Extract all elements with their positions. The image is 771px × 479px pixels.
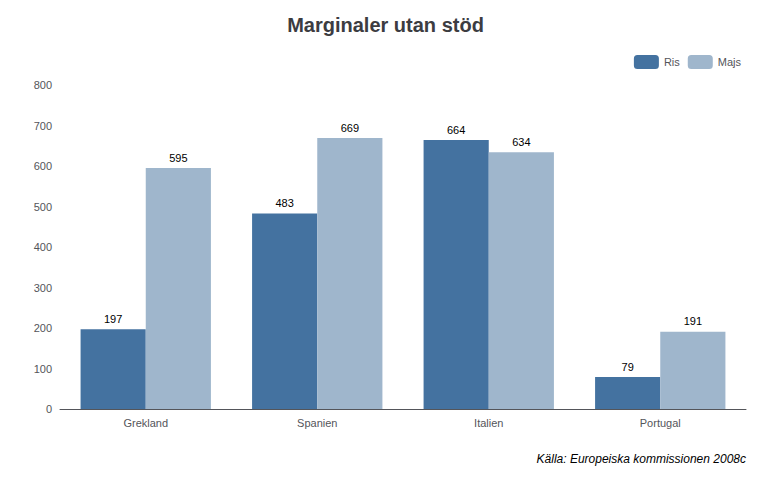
svg-text:664: 664 xyxy=(447,124,465,136)
svg-text:Källa: Europeiska kommissionen: Källa: Europeiska kommissionen 2008c xyxy=(537,452,746,466)
svg-text:Spanien: Spanien xyxy=(297,417,337,429)
svg-text:Italien: Italien xyxy=(474,417,503,429)
svg-text:0: 0 xyxy=(46,403,52,415)
svg-text:800: 800 xyxy=(34,79,52,91)
svg-text:200: 200 xyxy=(34,322,52,334)
svg-text:634: 634 xyxy=(512,136,530,148)
svg-text:100: 100 xyxy=(34,363,52,375)
svg-text:483: 483 xyxy=(275,197,293,209)
svg-text:500: 500 xyxy=(34,201,52,213)
svg-text:Portugal: Portugal xyxy=(640,417,681,429)
svg-text:197: 197 xyxy=(104,313,122,325)
svg-text:Marginaler utan stöd: Marginaler utan stöd xyxy=(287,14,484,36)
svg-text:79: 79 xyxy=(622,361,634,373)
svg-text:600: 600 xyxy=(34,160,52,172)
svg-text:700: 700 xyxy=(34,120,52,132)
svg-text:669: 669 xyxy=(341,122,359,134)
svg-text:Grekland: Grekland xyxy=(123,417,168,429)
svg-text:Majs: Majs xyxy=(718,56,742,68)
svg-text:300: 300 xyxy=(34,282,52,294)
svg-text:400: 400 xyxy=(34,241,52,253)
svg-text:595: 595 xyxy=(169,152,187,164)
svg-text:191: 191 xyxy=(684,315,702,327)
svg-text:Ris: Ris xyxy=(664,56,680,68)
